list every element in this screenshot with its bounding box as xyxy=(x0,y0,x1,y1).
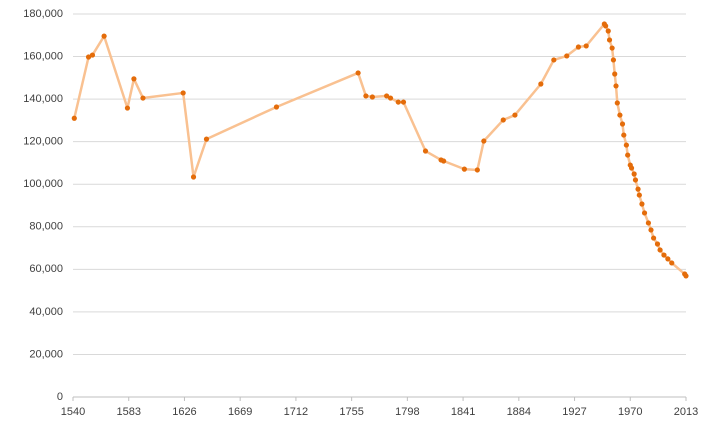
marker xyxy=(481,138,487,144)
marker xyxy=(683,273,689,279)
marker xyxy=(85,54,92,60)
x-tick-label: 1626 xyxy=(172,406,196,418)
marker xyxy=(628,165,635,171)
marker xyxy=(564,53,570,59)
line xyxy=(73,22,688,277)
marker xyxy=(500,117,506,123)
marker xyxy=(610,57,617,63)
marker xyxy=(609,45,615,51)
marker xyxy=(363,93,369,99)
x-tick-label: 1927 xyxy=(562,406,586,418)
marker xyxy=(605,28,611,34)
marker xyxy=(190,174,197,180)
y-tick-label: 60,000 xyxy=(29,263,63,275)
x-tick-label: 1712 xyxy=(284,406,308,418)
y-tick-label: 120,000 xyxy=(23,136,63,148)
y-tick-label: 100,000 xyxy=(23,178,63,190)
marker xyxy=(89,52,96,58)
marker xyxy=(355,70,361,76)
marker xyxy=(71,115,77,121)
x-tick-label: 1798 xyxy=(395,406,419,418)
marker xyxy=(538,81,544,87)
marker xyxy=(617,112,623,118)
marker xyxy=(635,186,641,192)
marker xyxy=(648,227,654,233)
y-tick-label: 160,000 xyxy=(23,50,63,62)
x-tick-label: 1755 xyxy=(339,406,363,418)
marker xyxy=(606,37,613,43)
marker xyxy=(124,105,131,111)
marker xyxy=(669,260,675,266)
marker xyxy=(641,210,648,216)
marker xyxy=(654,241,661,247)
marker xyxy=(619,121,626,127)
x-tick-label: 1540 xyxy=(61,406,85,418)
marker xyxy=(387,95,394,101)
marker xyxy=(140,95,146,101)
marker xyxy=(657,247,663,253)
marker xyxy=(441,158,447,164)
x-tick-label: 1583 xyxy=(116,406,140,418)
marker xyxy=(400,99,407,105)
x-tick-label: 1841 xyxy=(451,406,475,418)
marker xyxy=(395,99,401,105)
marker xyxy=(625,152,631,158)
y-tick-label: 0 xyxy=(57,391,63,403)
marker xyxy=(631,171,637,177)
y-tick-label: 80,000 xyxy=(29,221,63,233)
marker xyxy=(461,166,467,172)
marker xyxy=(101,33,107,39)
marker xyxy=(661,252,667,258)
y-tick-label: 180,000 xyxy=(23,8,63,20)
marker xyxy=(512,112,518,118)
x-tick-label: 1669 xyxy=(228,406,252,418)
marker xyxy=(639,201,645,207)
marker xyxy=(131,76,137,82)
marker xyxy=(665,256,671,262)
marker xyxy=(603,23,609,29)
y-tick-label: 40,000 xyxy=(29,306,63,318)
marker xyxy=(369,94,375,100)
marker xyxy=(384,93,390,99)
marker xyxy=(636,192,642,198)
marker xyxy=(632,177,639,183)
marker xyxy=(474,167,480,173)
marker xyxy=(645,220,652,226)
x-tick-label: 1884 xyxy=(507,406,531,418)
marker xyxy=(273,104,280,110)
marker xyxy=(583,43,589,49)
marker xyxy=(613,83,619,89)
marker xyxy=(623,142,629,148)
marker xyxy=(651,235,657,241)
x-tick-label: 2013 xyxy=(674,406,698,418)
y-tick-label: 140,000 xyxy=(23,93,63,105)
marker xyxy=(422,148,429,154)
marker xyxy=(621,132,627,138)
marker xyxy=(180,90,186,96)
y-tick-label: 20,000 xyxy=(29,348,63,360)
marker xyxy=(575,44,582,50)
x-tick-label: 1970 xyxy=(618,406,642,418)
marker xyxy=(551,57,557,63)
marker xyxy=(203,136,210,142)
marker xyxy=(614,100,620,106)
marker xyxy=(612,71,618,77)
